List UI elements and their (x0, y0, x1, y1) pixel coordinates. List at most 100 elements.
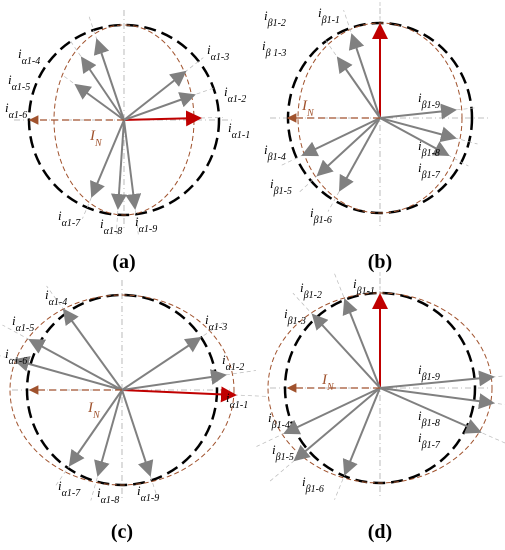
vector-arrow (62, 308, 123, 391)
label-main: i (205, 312, 209, 327)
vector-label: IN (301, 98, 315, 119)
label-main: i (418, 160, 422, 175)
vector-arrow (316, 117, 381, 177)
label-sub: α1-3 (211, 52, 230, 63)
label-main: i (418, 408, 422, 423)
label-main: i (8, 72, 12, 87)
guide-line (121, 322, 224, 391)
vector-arrow (301, 117, 381, 157)
label-main: i (418, 90, 422, 105)
vector-label: iα1-4 (45, 287, 67, 308)
vector-arrow (311, 313, 381, 389)
vector-label: IN (87, 400, 101, 421)
label-sub: β1-5 (275, 452, 294, 463)
vector-arrow (379, 103, 457, 120)
vector-label: IN (89, 128, 103, 149)
vector-label: iα1-7 (58, 478, 81, 499)
label-main: i (18, 46, 22, 61)
label-sub: α1-8 (104, 226, 123, 237)
vector-label: iα1-8 (100, 216, 122, 237)
vector-arrow (348, 33, 381, 119)
label-sub: N (92, 410, 101, 421)
panel-caption: (c) (111, 521, 133, 543)
label-main: i (222, 352, 226, 367)
label-main: i (45, 287, 49, 302)
label-main: I (87, 400, 94, 416)
vector-label: iα1-1 (226, 390, 248, 411)
guide-line (88, 15, 125, 121)
label-main: i (100, 216, 104, 231)
vector-label: iβ1-6 (302, 474, 324, 495)
label-sub: β1-7 (421, 170, 441, 181)
vector-label: iα1-3 (207, 42, 229, 63)
vector-arrow (121, 336, 202, 391)
label-sub: β1-6 (305, 484, 324, 495)
vector-label: iα1-1 (228, 120, 250, 141)
label-main: i (58, 208, 62, 223)
vector-arrow (123, 70, 187, 121)
label-sub: α1-1 (232, 130, 251, 141)
label-main: i (418, 138, 422, 153)
vector-label: iα1-2 (224, 84, 246, 105)
label-sub: β1-2 (267, 18, 286, 29)
vector-arrow (121, 369, 227, 391)
vector-arrow (379, 387, 482, 434)
panel-caption: (b) (368, 251, 392, 273)
vector-label: iβ1-2 (264, 8, 286, 29)
label-sub: β1-8 (421, 418, 440, 429)
label-sub: α1-4 (22, 56, 41, 67)
label-sub: β1-2 (303, 290, 322, 301)
vector-label: iα1-6 (5, 346, 27, 367)
label-sub: α1-1 (230, 400, 249, 411)
vector-arrow (379, 117, 457, 143)
label-sub: β1-7 (421, 440, 441, 451)
vector-arrow (94, 389, 123, 477)
vector-label: iβ1-9 (418, 362, 440, 383)
vector-label: iα1-7 (58, 208, 81, 229)
vector-arrow (379, 387, 495, 410)
label-sub: N (306, 108, 315, 119)
vector-arrow (28, 339, 123, 391)
vector-label: iβ1-4 (264, 142, 286, 163)
vector-label: iα1-2 (222, 352, 244, 373)
vector-label: iβ 1-3 (262, 38, 286, 59)
vector-arrow (93, 38, 125, 121)
vector-arrow (342, 387, 381, 476)
vector-label: iβ1-9 (418, 90, 440, 111)
label-main: i (300, 280, 304, 295)
guide-line (299, 117, 381, 193)
label-sub: α1-9 (139, 224, 158, 235)
vector-label: iβ1-3 (284, 306, 306, 327)
label-main: i (58, 478, 62, 493)
vector-arrow (110, 119, 127, 210)
label-sub: α1-6 (9, 356, 28, 367)
label-main: i (310, 205, 314, 220)
label-main: i (284, 306, 288, 321)
vector-label: iα1-4 (18, 46, 40, 67)
label-sub: α1-2 (226, 362, 245, 373)
label-main: i (418, 430, 422, 445)
label-main: i (302, 474, 306, 489)
label-sub: β1-3 (287, 316, 306, 327)
label-main: i (262, 38, 266, 53)
vector-arrow (283, 387, 381, 435)
label-sub: β1-8 (421, 148, 440, 159)
label-sub: β1-6 (313, 215, 332, 226)
label-main: i (137, 483, 141, 498)
label-sub: α1-5 (12, 82, 31, 93)
vector-arrow (379, 370, 495, 389)
vector-label: iα1-9 (137, 483, 159, 504)
label-sub: β1-9 (421, 100, 440, 111)
label-sub: α1-3 (209, 322, 228, 333)
vector-label: iβ1-6 (310, 205, 332, 226)
label-main: I (301, 98, 308, 114)
label-main: i (135, 214, 139, 229)
vector-arrow (342, 298, 381, 389)
label-main: i (418, 362, 422, 377)
label-sub: N (326, 382, 335, 393)
label-main: i (270, 176, 274, 191)
label-main: i (224, 84, 228, 99)
label-sub: β1-1 (321, 15, 340, 26)
vector-label: iα1-3 (205, 312, 227, 333)
